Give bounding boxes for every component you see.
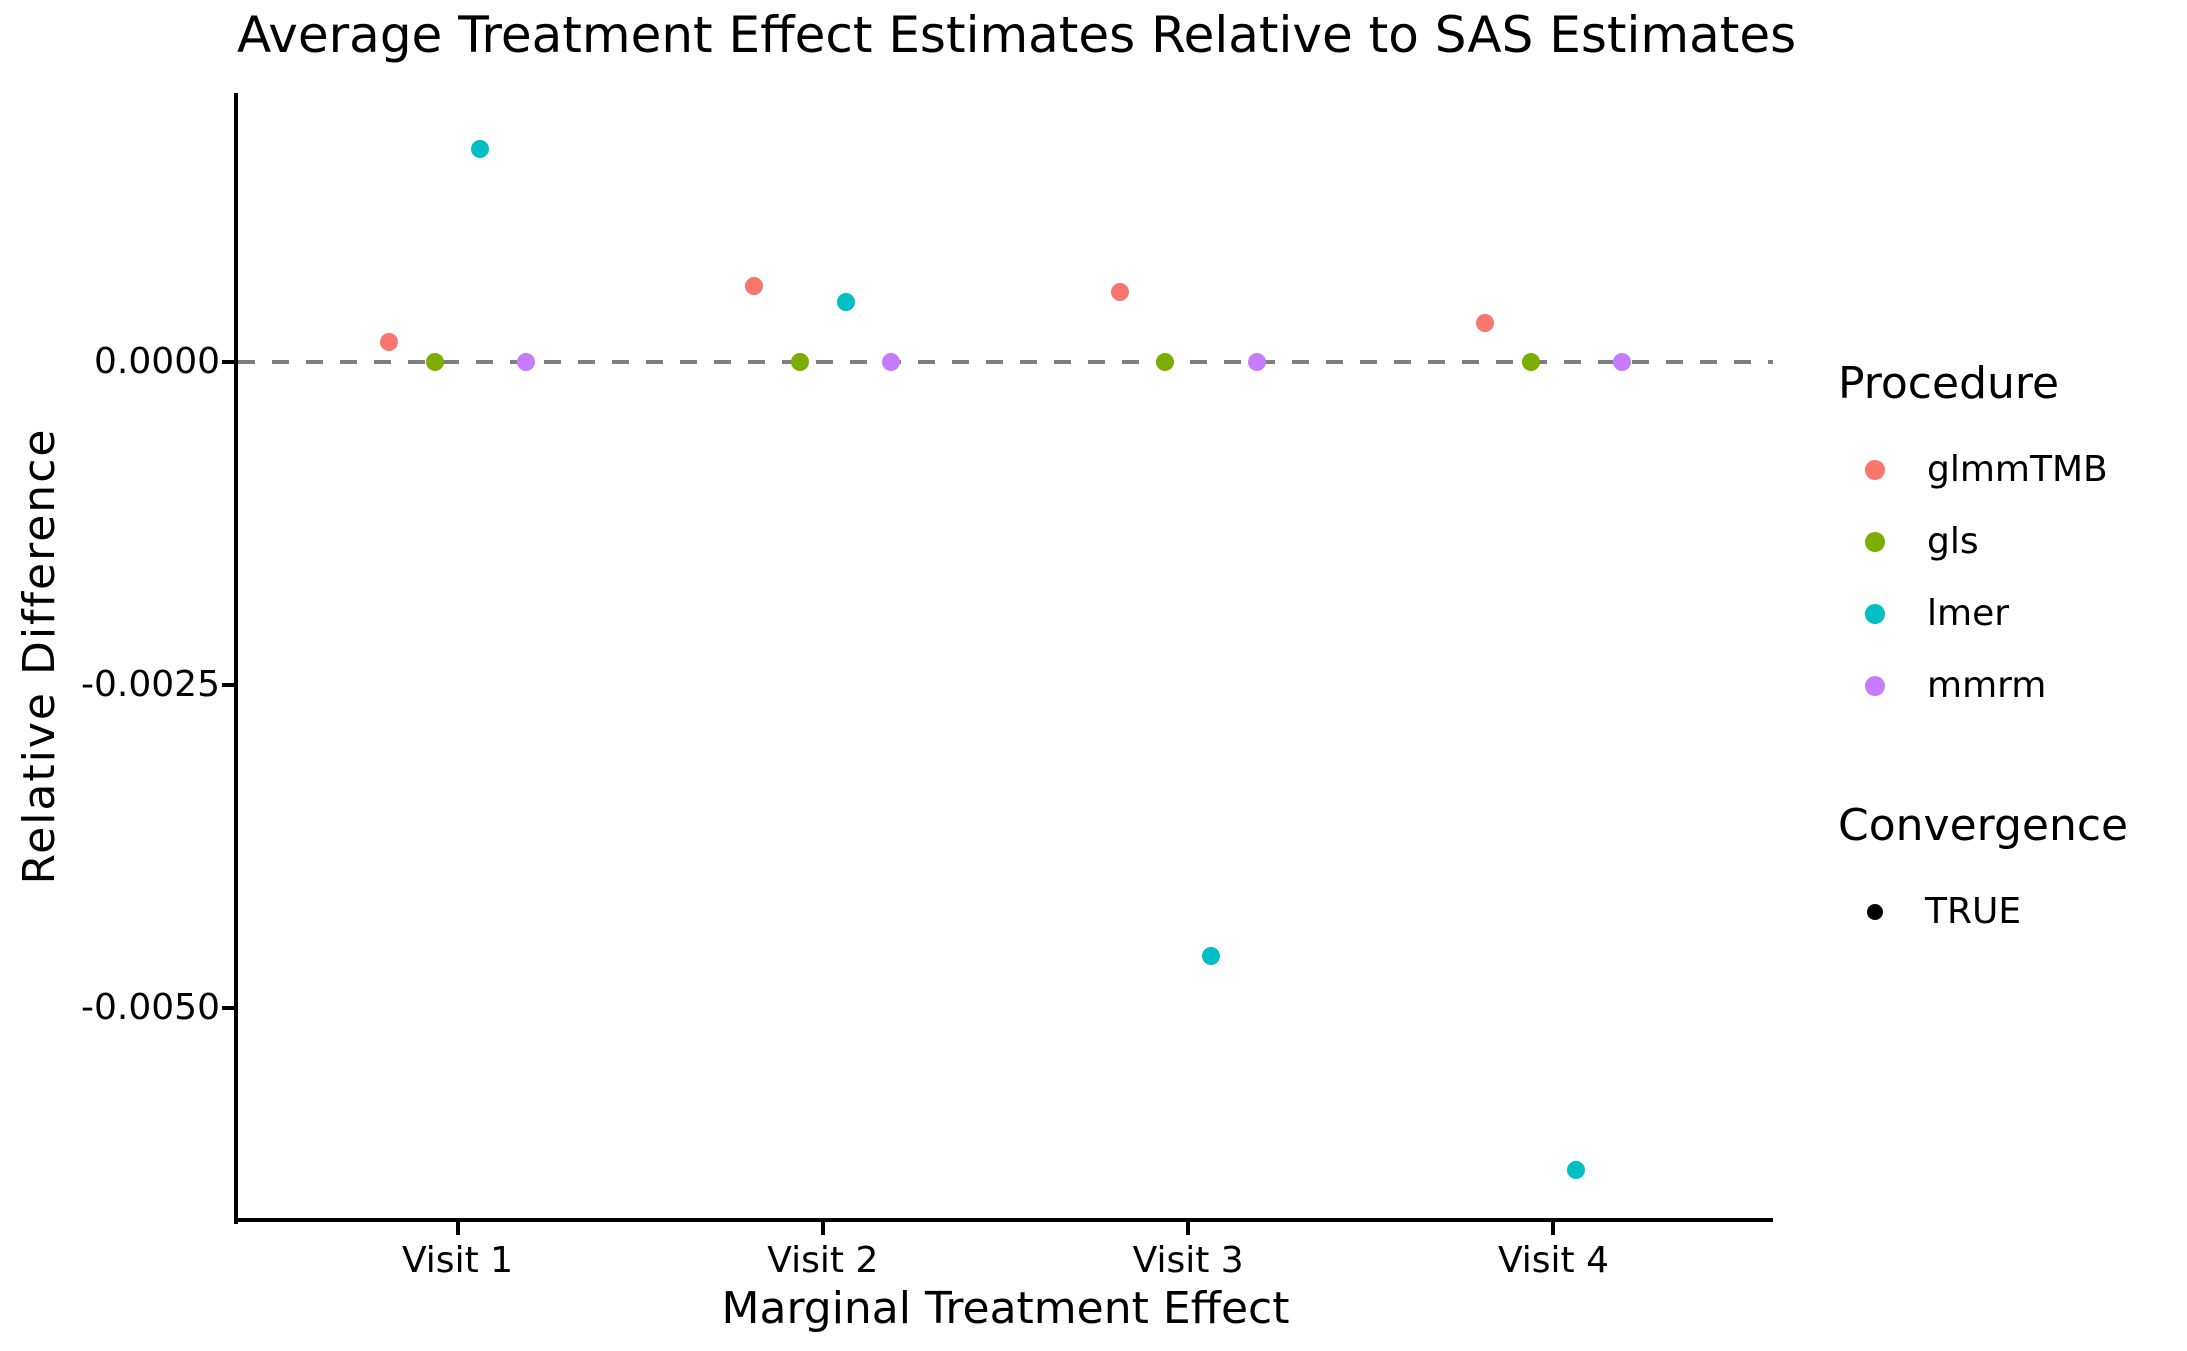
plot-panel bbox=[238, 93, 1773, 1220]
point-gls-visit-3 bbox=[1156, 352, 1175, 371]
point-glmmTMB-visit-3 bbox=[1110, 283, 1129, 302]
x-tick-mark-0 bbox=[455, 1222, 460, 1235]
legend-panel: Procedure Convergence glmmTMB gls lmer mmrm… bbox=[1838, 0, 2187, 1351]
x-axis-title: Marginal Treatment Effect bbox=[721, 1283, 1290, 1334]
point-mmrm-visit-2 bbox=[882, 352, 901, 371]
y-tick-mark-1 bbox=[222, 682, 234, 687]
point-mmrm-visit-3 bbox=[1247, 352, 1266, 371]
point-lmer-visit-3 bbox=[1201, 947, 1220, 966]
point-lmer-visit-4 bbox=[1567, 1160, 1586, 1179]
x-tick-label-3: Visit 4 bbox=[1497, 1240, 1610, 1281]
x-tick-label-1: Visit 2 bbox=[767, 1240, 879, 1281]
point-mmrm-visit-1 bbox=[517, 352, 535, 371]
point-glmmTMB-visit-4 bbox=[1475, 314, 1494, 333]
legend-item-convergence-TRUE-label: TRUE bbox=[1925, 891, 2022, 932]
legend-item-convergence-TRUE: TRUE bbox=[1838, 890, 2021, 934]
legend-item-lmer-label: lmer bbox=[1927, 593, 2010, 634]
legend-item-lmer-dot-icon bbox=[1865, 604, 1885, 624]
legend-title-convergence: Convergence bbox=[1838, 800, 2129, 851]
point-lmer-visit-1 bbox=[471, 139, 490, 158]
y-axis-title: Relative Difference bbox=[14, 427, 65, 885]
chart-title: Average Treatment Effect Estimates Relat… bbox=[237, 6, 1797, 64]
y-tick-label-2: -0.0050 bbox=[81, 987, 220, 1029]
y-axis-spine bbox=[234, 93, 238, 1224]
legend-item-gls: gls bbox=[1838, 520, 1979, 564]
legend-item-lmer: lmer bbox=[1838, 592, 2009, 636]
point-gls-visit-4 bbox=[1521, 352, 1540, 371]
legend-item-mmrm: mmrm bbox=[1838, 664, 2046, 708]
point-mmrm-visit-4 bbox=[1612, 352, 1631, 371]
y-tick-label-1: -0.0025 bbox=[81, 663, 220, 705]
point-lmer-visit-2 bbox=[836, 293, 855, 312]
y-tick-label-0: 0.0000 bbox=[94, 340, 220, 382]
y-tick-mark-2 bbox=[222, 1006, 234, 1011]
x-axis-spine bbox=[234, 1218, 1773, 1222]
legend-title-procedure: Procedure bbox=[1838, 358, 2060, 409]
legend-item-glmmTMB: glmmTMB bbox=[1838, 448, 2108, 492]
legend-item-mmrm-label: mmrm bbox=[1927, 665, 2047, 706]
point-gls-visit-1 bbox=[425, 352, 444, 371]
legend-item-gls-label: gls bbox=[1927, 521, 1979, 562]
point-glmmTMB-visit-1 bbox=[380, 333, 398, 352]
x-tick-mark-3 bbox=[1551, 1222, 1556, 1235]
zero-reference-line bbox=[238, 359, 1773, 364]
x-tick-mark-2 bbox=[1186, 1222, 1191, 1235]
point-glmmTMB-visit-2 bbox=[745, 276, 764, 295]
legend-item-glmmTMB-label: glmmTMB bbox=[1927, 449, 2108, 490]
x-tick-label-2: Visit 3 bbox=[1132, 1240, 1244, 1281]
legend-item-gls-dot-icon bbox=[1865, 532, 1885, 552]
point-gls-visit-2 bbox=[791, 352, 809, 371]
legend-item-glmmTMB-dot-icon bbox=[1865, 460, 1885, 480]
legend-item-mmrm-dot-icon bbox=[1865, 676, 1885, 696]
x-tick-mark-1 bbox=[820, 1222, 825, 1235]
legend-item-convergence-TRUE-dot-icon bbox=[1867, 904, 1883, 920]
y-tick-mark-0 bbox=[222, 359, 234, 364]
x-tick-label-0: Visit 1 bbox=[401, 1240, 514, 1281]
